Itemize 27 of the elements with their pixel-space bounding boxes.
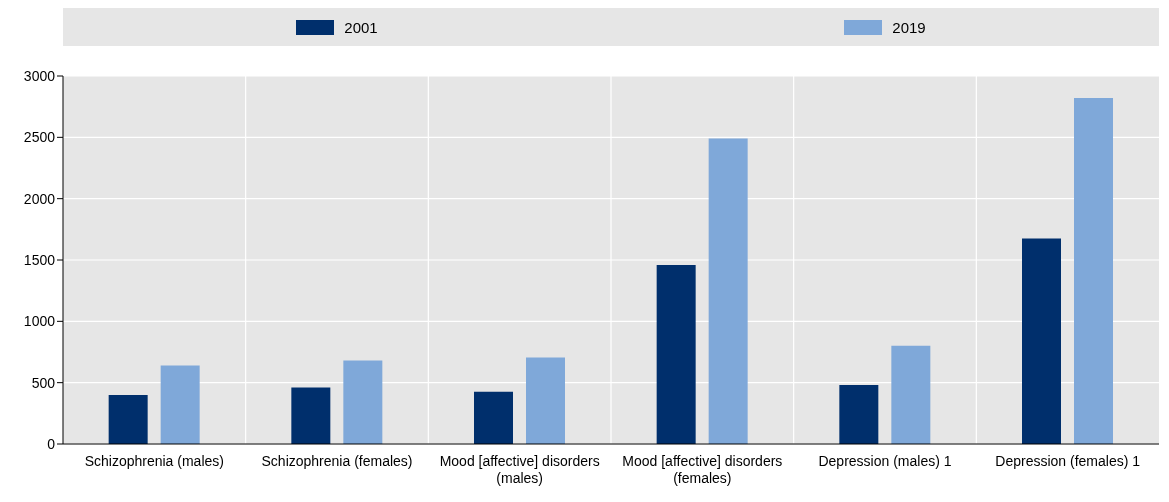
y-tick-label: 2000 <box>23 190 56 207</box>
y-tick-label: 3000 <box>23 67 56 84</box>
x-tick-label: Mood [affective] disorders (males) <box>439 453 600 486</box>
bar <box>1074 98 1113 444</box>
legend-label: 2001 <box>343 18 378 36</box>
bar <box>526 357 565 444</box>
y-tick-label: 500 <box>31 374 56 391</box>
y-tick-label: 1000 <box>23 313 56 330</box>
y-tick-label: 0 <box>47 435 56 452</box>
bar <box>343 360 383 444</box>
bar <box>108 394 148 444</box>
y-tick-label: 2500 <box>23 129 56 146</box>
bar <box>839 385 879 444</box>
bar <box>160 365 200 444</box>
x-tick-label: Depression (females) 1 <box>995 453 1141 469</box>
bar <box>474 391 513 444</box>
x-tick-label: Schizophrenia (females) <box>261 453 413 469</box>
bar <box>291 387 331 444</box>
bar <box>1022 238 1061 444</box>
x-tick-label: Mood [affective] disorders (females) <box>622 453 783 486</box>
bar <box>891 345 931 444</box>
bar <box>708 138 748 444</box>
x-tick-label: Schizophrenia (males) <box>84 453 224 469</box>
bar <box>656 264 696 444</box>
legend-label: 2019 <box>891 18 926 36</box>
y-tick-label: 1500 <box>23 251 56 268</box>
x-tick-label: Depression (males) 1 <box>818 453 952 469</box>
